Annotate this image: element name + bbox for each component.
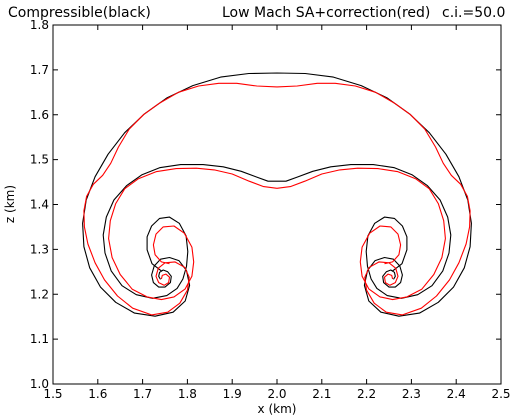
x-tick-label: 2.1 xyxy=(312,387,331,401)
x-tick-label: 2.5 xyxy=(491,387,510,401)
x-axis-label: x (km) xyxy=(258,402,297,416)
y-tick-label: 1.7 xyxy=(30,63,49,77)
y-tick-label: 1.6 xyxy=(30,108,49,122)
contour-series-compressible xyxy=(82,72,472,317)
x-axis: 1.5 1.6 1.7 1.8 1.9 2.0 2.1 2.2 2.3 2.4 2.5 xyxy=(43,25,511,401)
y-tick-label: 1.8 xyxy=(30,18,49,32)
y-axis-label: z (km) xyxy=(3,185,17,223)
plot-frame xyxy=(52,24,502,385)
x-tick-label: 1.8 xyxy=(178,387,197,401)
x-tick-label: 2.2 xyxy=(357,387,376,401)
x-tick-label: 2.4 xyxy=(447,387,466,401)
y-axis: 1.0 1.1 1.2 1.3 1.4 1.5 1.6 1.7 1.8 xyxy=(30,18,501,391)
chart-title-center: Low Mach SA+correction(red) xyxy=(222,5,430,21)
x-tick-label: 1.6 xyxy=(88,387,107,401)
y-tick-label: 1.2 xyxy=(30,287,49,301)
chart-title-left: Compressible(black) xyxy=(8,5,151,21)
contour-series-low-mach-sa-correction xyxy=(83,82,471,316)
x-tick-label: 1.5 xyxy=(43,387,62,401)
y-tick-label: 1.3 xyxy=(30,242,49,256)
x-tick-label: 1.7 xyxy=(133,387,152,401)
plot-area xyxy=(82,72,472,317)
y-tick-label: 1.5 xyxy=(30,153,49,167)
y-tick-label: 1.1 xyxy=(30,332,49,346)
x-tick-label: 2.3 xyxy=(402,387,421,401)
x-tick-label: 1.9 xyxy=(223,387,242,401)
y-tick-label: 1.0 xyxy=(30,377,49,391)
y-tick-label: 1.4 xyxy=(30,198,49,212)
x-tick-label: 2.0 xyxy=(267,387,286,401)
chart-title-right: c.i.=50.0 xyxy=(442,5,505,21)
